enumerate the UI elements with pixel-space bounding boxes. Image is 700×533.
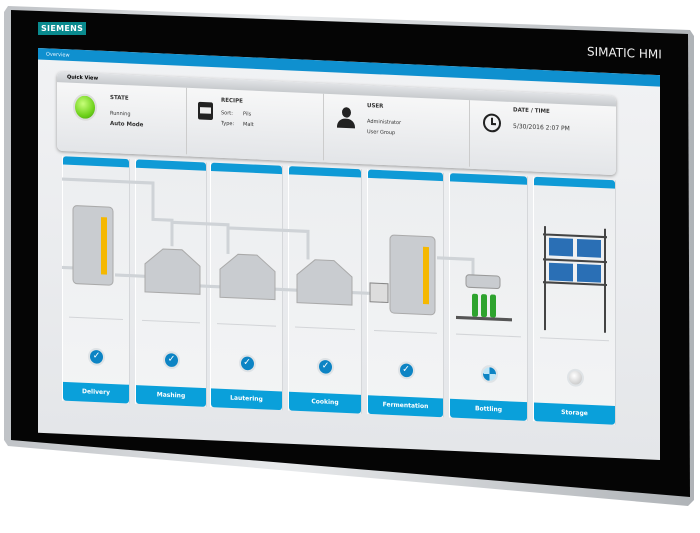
kettle-tank	[219, 253, 276, 301]
crate	[549, 262, 573, 282]
hmi-screen: Overview Quick View STATE Running Auto M…	[38, 48, 660, 460]
bottle	[490, 294, 496, 318]
kettle-tank	[144, 248, 201, 295]
model-label: SIMATIC HMI	[587, 44, 662, 62]
fill-level-bar	[101, 217, 107, 275]
heat-exchanger	[369, 282, 389, 304]
storage-rack	[543, 226, 607, 333]
kettle-tank	[296, 259, 353, 306]
crate	[577, 263, 601, 283]
crate	[577, 238, 601, 258]
filler-head	[465, 274, 501, 290]
bottle	[472, 293, 478, 317]
crate	[549, 237, 573, 257]
process-illustration	[62, 177, 607, 333]
conveyor	[456, 315, 512, 322]
fill-level-bar	[423, 246, 429, 305]
bottle	[481, 294, 487, 318]
siemens-logo: SIEMENS	[38, 22, 87, 35]
